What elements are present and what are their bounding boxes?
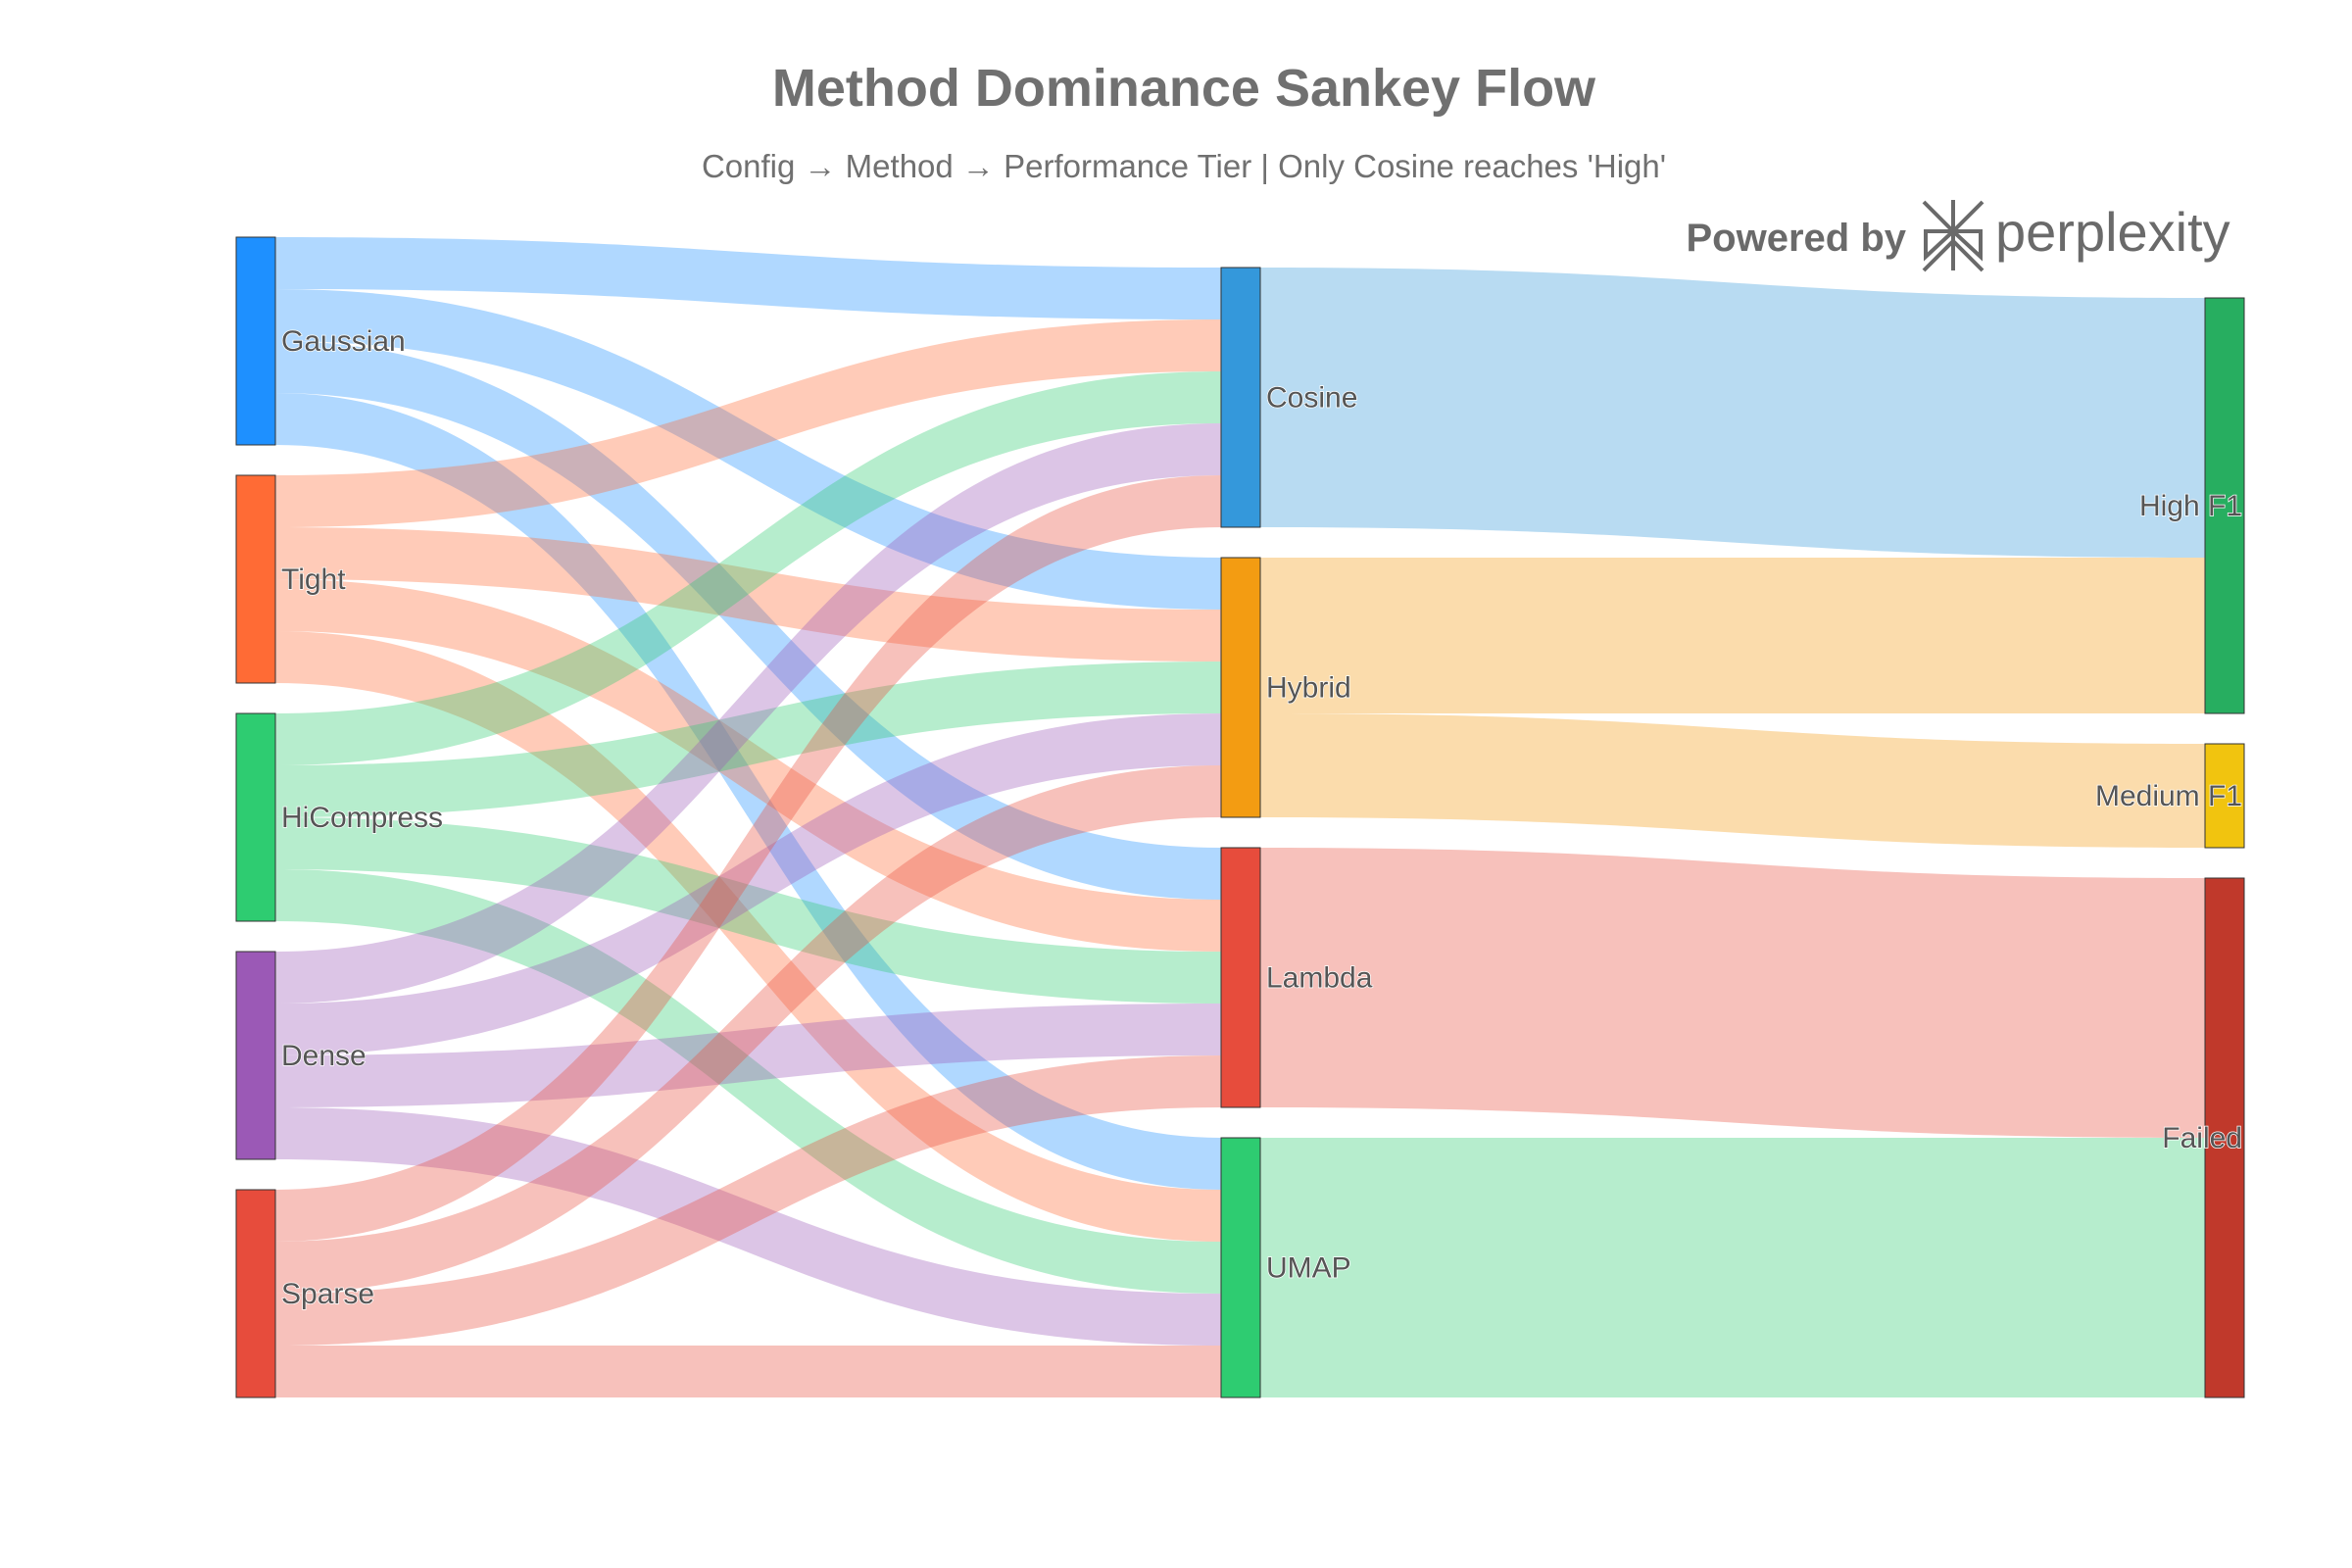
link-sparse-to-umap[interactable] [275,1346,1221,1397]
node-label-lambda: Lambda [1266,962,1373,995]
link-hicompress-to-lambda[interactable] [275,817,1221,1004]
node-dense[interactable] [235,951,276,1160]
node-label-hicompress: HiCompress [281,802,443,834]
link-umap-to-failed[interactable] [1260,1138,2205,1397]
node-label-gaussian: Gaussian [281,325,406,358]
chart-title: Method Dominance Sankey Flow [772,59,1596,118]
link-tight-to-lambda[interactable] [275,579,1221,952]
node-label-sparse: Sparse [281,1278,374,1310]
watermark-prefix: Powered by [1686,217,1906,260]
link-sparse-to-hybrid[interactable] [275,765,1221,1294]
link-sparse-to-lambda[interactable] [275,1055,1221,1346]
link-gaussian-to-hybrid[interactable] [275,289,1221,610]
link-hybrid-to-medium-f1[interactable] [1260,713,2205,848]
nodes-layer: Gaussian Tight HiCompress Dense Sparse Cosine… [235,236,2245,1398]
link-hicompress-to-hybrid[interactable] [275,662,1221,817]
link-gaussian-to-umap[interactable] [275,393,1221,1190]
link-hicompress-to-cosine[interactable] [275,371,1221,765]
link-cosine-to-high-f1[interactable] [1260,268,2205,558]
node-label-tight: Tight [281,564,346,596]
link-hybrid-to-high-f1[interactable] [1260,558,2205,713]
link-lambda-to-failed[interactable] [1260,848,2205,1138]
link-gaussian-to-lambda[interactable] [275,341,1221,900]
link-dense-to-cosine[interactable] [275,423,1221,1004]
node-failed[interactable] [2204,877,2245,1398]
node-label-dense: Dense [281,1040,367,1072]
node-hybrid[interactable] [1220,557,1261,818]
chart-subtitle: Config → Method → Performance Tier | Onl… [702,148,1666,184]
node-label-umap: UMAP [1266,1252,1351,1285]
link-gaussian-to-cosine[interactable] [275,237,1221,319]
perplexity-watermark: Powered by perplexity [1686,200,2230,272]
perplexity-logo-icon [1922,200,1984,272]
node-umap[interactable] [1220,1137,1261,1398]
link-tight-to-hybrid[interactable] [275,527,1221,662]
node-label-failed: Failed [2162,1122,2242,1154]
link-dense-to-lambda[interactable] [275,1004,1221,1107]
link-dense-to-umap[interactable] [275,1107,1221,1346]
node-tight[interactable] [235,474,276,684]
node-medium-f1[interactable] [2204,743,2245,849]
watermark-brand: perplexity [1995,201,2230,263]
link-hicompress-to-umap[interactable] [275,869,1221,1294]
node-label-medium-f1: Medium F1 [2095,780,2242,812]
node-gaussian[interactable] [235,236,276,446]
link-sparse-to-cosine[interactable] [275,475,1221,1242]
node-sparse[interactable] [235,1189,276,1398]
node-lambda[interactable] [1220,847,1261,1108]
node-hicompress[interactable] [235,712,276,922]
link-dense-to-hybrid[interactable] [275,713,1221,1055]
node-label-cosine: Cosine [1266,382,1357,415]
node-label-hybrid: Hybrid [1266,672,1351,705]
node-label-high-f1: High F1 [2139,490,2242,522]
links-layer [275,237,2205,1397]
link-tight-to-cosine[interactable] [275,319,1221,527]
node-high-f1[interactable] [2204,297,2245,714]
node-cosine[interactable] [1220,267,1261,528]
link-tight-to-umap[interactable] [275,631,1221,1242]
